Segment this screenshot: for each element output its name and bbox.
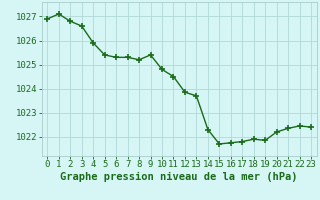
X-axis label: Graphe pression niveau de la mer (hPa): Graphe pression niveau de la mer (hPa) bbox=[60, 172, 298, 182]
